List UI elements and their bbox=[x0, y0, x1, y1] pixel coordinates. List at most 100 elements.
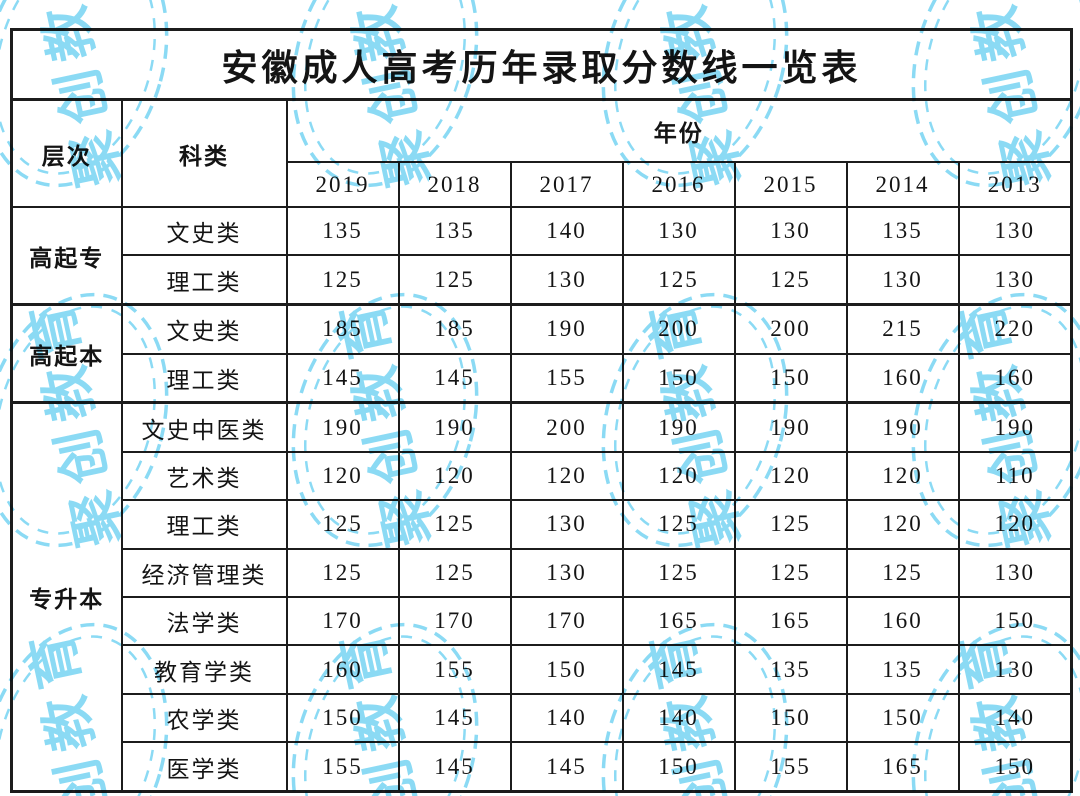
score-cell: 155 bbox=[733, 741, 848, 793]
category-cell: 教育学类 bbox=[120, 644, 288, 695]
score-cell: 120 bbox=[397, 450, 512, 502]
table-row: 经济管理类 125 125 130 125 125 125 130 bbox=[12, 547, 1073, 599]
score-cell: 120 bbox=[621, 450, 736, 502]
year-header-cell: 2013 bbox=[957, 161, 1073, 208]
score-cell: 165 bbox=[845, 741, 960, 793]
score-cell: 135 bbox=[285, 205, 400, 257]
year-header-cell: 2016 bbox=[621, 161, 736, 208]
category-cell: 艺术类 bbox=[120, 450, 288, 502]
category-cell: 法学类 bbox=[120, 596, 288, 647]
score-cell: 140 bbox=[509, 205, 624, 257]
year-header-cell: 2014 bbox=[845, 161, 960, 208]
category-cell: 农学类 bbox=[120, 692, 288, 744]
score-cell: 130 bbox=[509, 499, 624, 550]
score-cell: 220 bbox=[957, 303, 1073, 355]
category-cell: 经济管理类 bbox=[120, 547, 288, 599]
score-cell: 140 bbox=[621, 692, 736, 744]
score-cell: 135 bbox=[733, 644, 848, 695]
score-cell: 130 bbox=[957, 205, 1073, 257]
score-cell: 165 bbox=[621, 596, 736, 647]
score-cell: 120 bbox=[957, 499, 1073, 550]
score-cell: 125 bbox=[285, 254, 400, 306]
score-cell: 190 bbox=[397, 401, 512, 453]
score-cell: 130 bbox=[733, 205, 848, 257]
score-cell: 190 bbox=[957, 401, 1073, 453]
table-row: 医学类 155 145 145 150 155 165 150 bbox=[12, 741, 1073, 793]
score-cell: 150 bbox=[957, 741, 1073, 793]
table-row: 高起专 文史类 135 135 140 130 130 135 130 bbox=[10, 205, 1073, 306]
table-row: 专升本 文史中医类 190 190 200 190 190 190 190 bbox=[10, 401, 1073, 793]
table-row: 艺术类 120 120 120 120 120 120 110 bbox=[12, 450, 1073, 502]
page-title: 安徽成人高考历年录取分数线一览表 bbox=[9, 28, 1074, 101]
score-cell: 125 bbox=[733, 547, 848, 599]
score-cell: 150 bbox=[845, 692, 960, 744]
level-cell: 高起本 bbox=[10, 303, 123, 404]
score-cell: 130 bbox=[621, 205, 736, 257]
score-cell: 145 bbox=[621, 644, 736, 695]
category-cell: 理工类 bbox=[120, 352, 288, 404]
score-cell: 145 bbox=[397, 352, 512, 404]
score-cell: 150 bbox=[621, 741, 736, 793]
category-cell: 理工类 bbox=[120, 254, 288, 306]
score-cell: 190 bbox=[285, 401, 400, 453]
score-cell: 120 bbox=[285, 450, 400, 502]
level-cell: 专升本 bbox=[10, 401, 123, 793]
score-cell: 145 bbox=[397, 741, 512, 793]
score-cell: 200 bbox=[621, 303, 736, 355]
score-cell: 200 bbox=[509, 401, 624, 453]
score-cell: 130 bbox=[509, 254, 624, 306]
score-cell: 140 bbox=[957, 692, 1073, 744]
score-cell: 155 bbox=[285, 741, 400, 793]
title-row: 安徽成人高考历年录取分数线一览表 bbox=[9, 28, 1074, 101]
score-cell: 155 bbox=[509, 352, 624, 404]
score-cell: 130 bbox=[845, 254, 960, 306]
score-cell: 120 bbox=[733, 450, 848, 502]
score-cell: 150 bbox=[509, 644, 624, 695]
header-row-1: 层次 科类 年份 bbox=[10, 98, 1073, 208]
score-table-body: 安徽成人高考历年录取分数线一览表 层次 科类 年份 2019 2018 2017 20… bbox=[9, 28, 1074, 793]
score-cell: 125 bbox=[621, 254, 736, 306]
table-row: 教育学类 160 155 150 145 135 135 130 bbox=[12, 644, 1073, 695]
score-cell: 150 bbox=[285, 692, 400, 744]
score-cell: 190 bbox=[621, 401, 736, 453]
score-cell: 135 bbox=[845, 205, 960, 257]
score-cell: 170 bbox=[397, 596, 512, 647]
score-cell: 130 bbox=[957, 254, 1073, 306]
score-cell: 190 bbox=[509, 303, 624, 355]
score-cell: 200 bbox=[733, 303, 848, 355]
score-cell: 135 bbox=[397, 205, 512, 257]
year-header-cell: 2019 bbox=[285, 161, 400, 208]
year-group-header: 年份 bbox=[285, 98, 1073, 163]
score-cell: 125 bbox=[397, 547, 512, 599]
category-cell: 文史类 bbox=[120, 303, 288, 355]
score-cell: 145 bbox=[285, 352, 400, 404]
score-cell: 160 bbox=[957, 352, 1073, 404]
category-cell: 医学类 bbox=[120, 741, 288, 793]
category-cell: 文史中医类 bbox=[120, 401, 288, 453]
score-cell: 125 bbox=[733, 254, 848, 306]
score-cell: 150 bbox=[733, 692, 848, 744]
table-row: 高起本 文史类 185 185 190 200 200 215 220 bbox=[10, 303, 1073, 404]
category-column-header: 科类 bbox=[120, 98, 288, 208]
score-cell: 170 bbox=[509, 596, 624, 647]
score-cell: 120 bbox=[845, 499, 960, 550]
score-cell: 125 bbox=[621, 499, 736, 550]
score-cell: 120 bbox=[845, 450, 960, 502]
table-row: 理工类 125 125 130 125 125 130 130 bbox=[12, 254, 1073, 306]
score-cell: 155 bbox=[397, 644, 512, 695]
category-cell: 理工类 bbox=[120, 499, 288, 550]
score-cell: 150 bbox=[957, 596, 1073, 647]
level-column-header: 层次 bbox=[10, 98, 123, 208]
score-cell: 130 bbox=[957, 547, 1073, 599]
table-row: 农学类 150 145 140 140 150 150 140 bbox=[12, 692, 1073, 744]
table-row: 理工类 145 145 155 150 150 160 160 bbox=[12, 352, 1073, 404]
score-cell: 150 bbox=[733, 352, 848, 404]
score-cell: 130 bbox=[509, 547, 624, 599]
score-cell: 120 bbox=[509, 450, 624, 502]
score-table: 安徽成人高考历年录取分数线一览表 层次 科类 年份 2019 2018 2017 20… bbox=[9, 28, 1074, 793]
score-cell: 125 bbox=[621, 547, 736, 599]
table-row: 理工类 125 125 130 125 125 120 120 bbox=[12, 499, 1073, 550]
score-cell: 215 bbox=[845, 303, 960, 355]
score-cell: 160 bbox=[845, 352, 960, 404]
